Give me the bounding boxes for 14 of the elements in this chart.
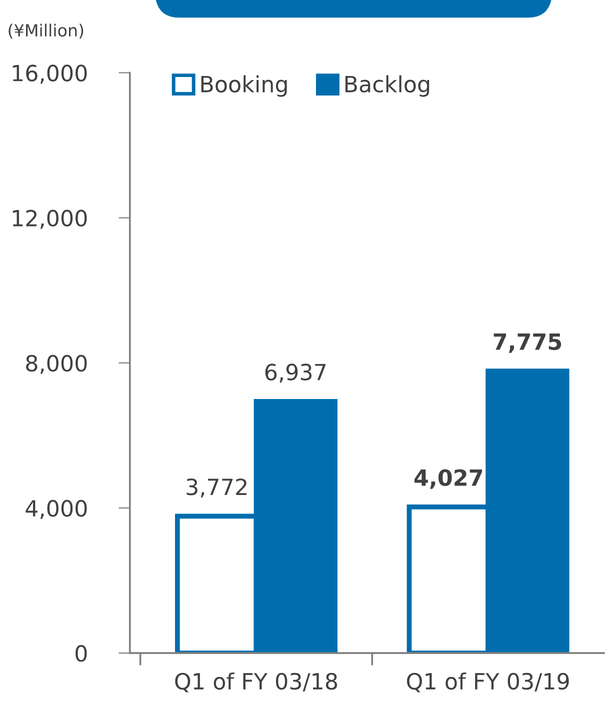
y-tick-label: 16,000 (12, 64, 87, 84)
y-tick-label: 12,000 (12, 210, 87, 229)
data-label: 7,775 (494, 334, 562, 353)
legend-label: Backlog (345, 75, 430, 97)
x-tick-label: Q1 of FY 03/18 (175, 672, 338, 692)
y-axis-title: (¥Million) (8, 24, 84, 39)
y-tick-label: 8,000 (26, 354, 87, 374)
x-tick-label: Q1 of FY 03/19 (406, 672, 569, 692)
y-tick-label: 0 (76, 645, 87, 662)
data-label: 3,772 (186, 478, 246, 498)
data-label: 6,937 (265, 364, 326, 383)
y-tick-label: 4,000 (26, 500, 87, 519)
legend-label: Booking (201, 75, 287, 97)
data-label: 4,027 (414, 469, 482, 489)
